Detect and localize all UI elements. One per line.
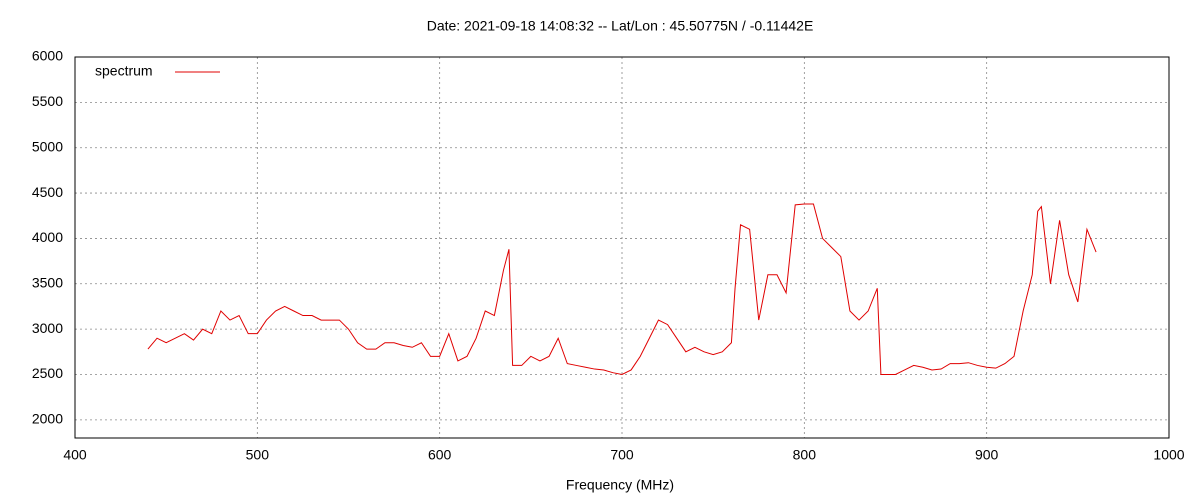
y-tick-label: 4000: [32, 229, 63, 245]
x-tick-label: 1000: [1153, 447, 1184, 463]
x-tick-label: 800: [793, 447, 817, 463]
legend-label: spectrum: [95, 63, 153, 79]
x-tick-label: 600: [428, 447, 452, 463]
plot-frame: [74, 56, 1170, 439]
y-tick-label: 6000: [32, 48, 63, 64]
x-tick-label: 700: [610, 447, 634, 463]
x-axis-label: Frequency (MHz): [566, 477, 674, 493]
y-tick-label: 4500: [32, 184, 63, 200]
y-tick-label: 2500: [32, 365, 63, 381]
data-line: [147, 203, 1097, 376]
y-tick-label: 3000: [32, 320, 63, 336]
x-tick-label: 400: [63, 447, 87, 463]
x-tick-label: 900: [975, 447, 999, 463]
y-tick-label: 5000: [32, 138, 63, 154]
chart-title: Date: 2021-09-18 14:08:32 -- Lat/Lon : 4…: [427, 18, 814, 34]
x-tick-label: 500: [246, 447, 270, 463]
y-tick-label: 2000: [32, 411, 63, 427]
y-tick-label: 3500: [32, 274, 63, 290]
y-tick-label: 5500: [32, 93, 63, 109]
